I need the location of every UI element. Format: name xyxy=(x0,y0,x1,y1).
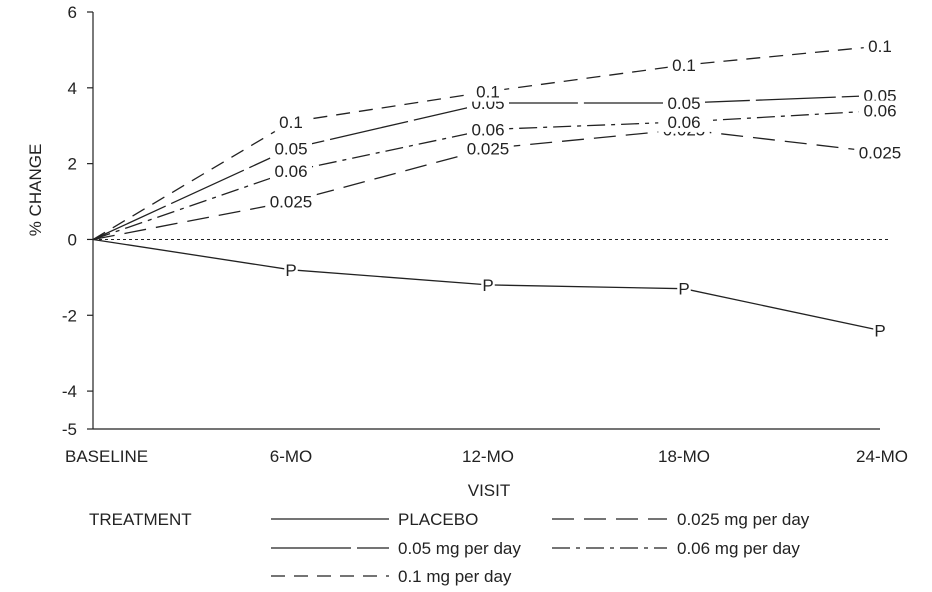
data-point-label: 0.06 xyxy=(471,121,504,140)
marker-background xyxy=(471,81,505,102)
marker-background xyxy=(270,161,312,182)
marker-background xyxy=(481,274,495,295)
data-point-label: 0.025 xyxy=(270,193,313,212)
marker-background xyxy=(265,191,317,212)
x-tick-label: 18-MO xyxy=(658,447,710,466)
marker-background xyxy=(284,259,298,280)
data-point-label: 0.1 xyxy=(868,37,892,56)
marker-background xyxy=(274,111,308,132)
marker-background xyxy=(859,100,901,121)
x-tick-label: BASELINE xyxy=(65,447,148,466)
data-point-label: 0.1 xyxy=(672,56,696,75)
x-tick-label: 12-MO xyxy=(462,447,514,466)
marker-background xyxy=(663,92,705,113)
data-point-label: 0.1 xyxy=(476,83,500,102)
legend: PLACEBO 0.025 mg per day 0.05 mg per day 0.… xyxy=(271,510,810,586)
legend-label: 0.1 mg per day xyxy=(398,567,512,586)
marker-background xyxy=(863,36,897,57)
y-tick-label: 2 xyxy=(68,155,77,174)
data-point-label: 0.06 xyxy=(667,113,700,132)
data-point-label: P xyxy=(874,321,885,340)
legend-label: 0.025 mg per day xyxy=(677,510,810,529)
data-point-label: 0.05 xyxy=(667,94,700,113)
data-point-label: P xyxy=(482,276,493,295)
marker-background xyxy=(467,119,509,140)
y-tick-label: 6 xyxy=(68,3,77,22)
data-point-label: 0.06 xyxy=(863,102,896,121)
y-axis-title: % CHANGE xyxy=(26,144,45,237)
y-tick-label: -2 xyxy=(62,306,77,325)
series-markers: PPPP0.0250.0250.0250.0250.050.050.050.05… xyxy=(265,36,906,341)
data-point-label: P xyxy=(678,280,689,299)
x-tick-label: 6-MO xyxy=(270,447,313,466)
y-tick-label: -4 xyxy=(62,382,77,401)
marker-background xyxy=(854,142,906,163)
data-point-label: P xyxy=(285,261,296,280)
y-tick-label: 4 xyxy=(68,79,77,98)
legend-title: TREATMENT xyxy=(89,510,192,529)
legend-label: 0.06 mg per day xyxy=(677,539,800,558)
y-tick-label: -5 xyxy=(62,420,77,439)
legend-label: 0.05 mg per day xyxy=(398,539,521,558)
axes: 6 4 2 0 -2 -4 -5 BASELINE 6-MO 12-MO 18-MO 24-MO xyxy=(62,3,908,466)
x-tick-label: 24-MO xyxy=(856,447,908,466)
marker-background xyxy=(462,138,514,159)
y-tick-label: 0 xyxy=(68,230,77,249)
data-point-label: 0.1 xyxy=(279,113,303,132)
series-line xyxy=(92,45,881,241)
legend-label: PLACEBO xyxy=(398,510,478,529)
data-point-label: 0.025 xyxy=(859,143,902,162)
marker-background xyxy=(663,111,705,132)
data-point-label: 0.06 xyxy=(274,162,307,181)
marker-background xyxy=(270,138,312,159)
x-axis-title: VISIT xyxy=(468,481,511,500)
data-point-label: 0.05 xyxy=(274,139,307,158)
data-point-label: 0.025 xyxy=(467,139,510,158)
marker-background xyxy=(677,278,691,299)
marker-background xyxy=(873,320,887,341)
marker-background xyxy=(859,85,901,106)
marker-background xyxy=(667,55,701,76)
